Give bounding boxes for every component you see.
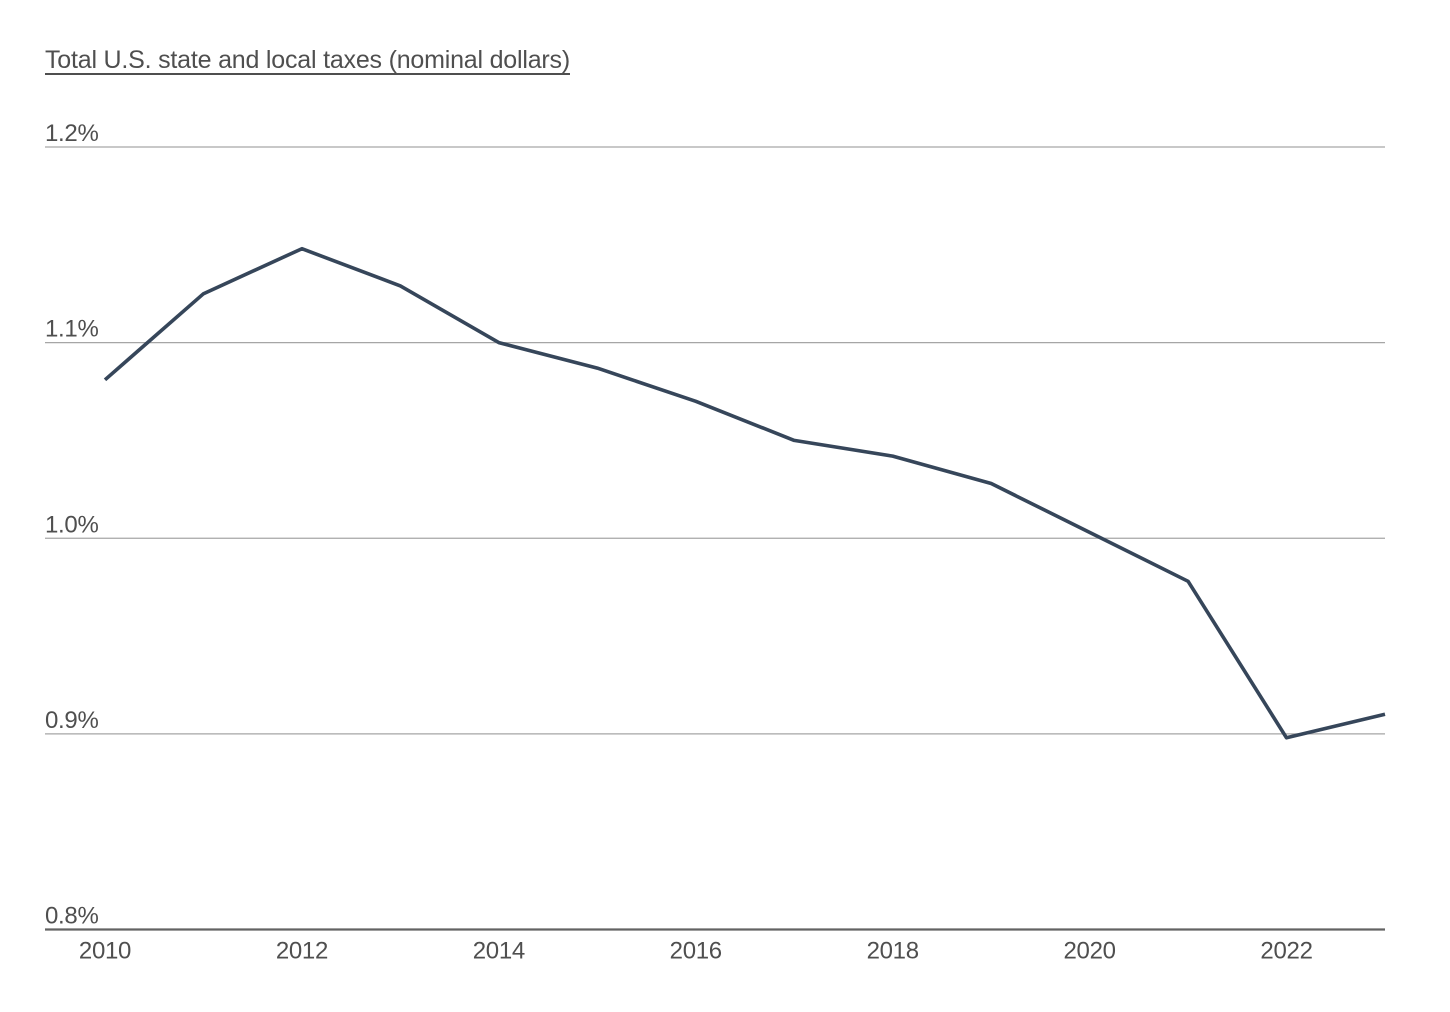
x-axis-tick-label: 2020 (1064, 938, 1116, 965)
chart-title: Total U.S. state and local taxes (nomina… (45, 46, 570, 74)
y-axis-tick-label: 0.9% (45, 707, 99, 734)
y-axis-tick-label: 1.2% (45, 120, 99, 147)
tax-share-line (103, 246, 1386, 740)
x-axis-tick-label: 2022 (1260, 938, 1312, 965)
y-axis-tick-label: 0.8% (45, 903, 99, 930)
x-axis-tick-label: 2010 (79, 938, 131, 965)
x-axis-tick-label: 2014 (473, 938, 525, 965)
x-axis-tick-label: 2018 (867, 938, 919, 965)
y-axis-tick-label: 1.1% (45, 316, 99, 343)
x-axis-tick-label: 2016 (670, 938, 722, 965)
x-axis-tick-label: 2012 (276, 938, 328, 965)
y-axis-tick-label: 1.0% (45, 511, 99, 538)
